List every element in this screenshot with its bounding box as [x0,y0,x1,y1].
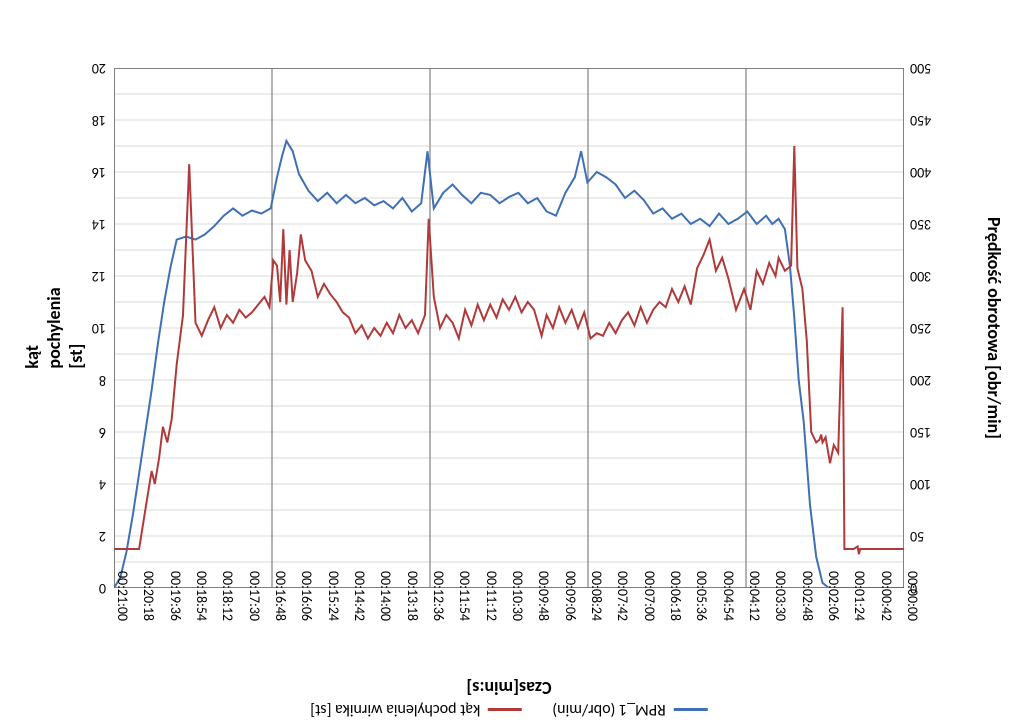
x-tick-label: 00:20:18 [140,571,157,621]
x-tick-label: 00:19:36 [167,571,184,621]
x-tick-label: 00:03:30 [772,571,789,621]
y-right-tick-label: 18 [92,112,106,129]
x-tick-label: 00:10:30 [509,571,526,621]
y-left-tick-label: 250 [910,320,931,337]
y-left-tick-label: 300 [910,268,931,285]
legend: RPM_1 (obr/min) kąt pochylenia wirnika [s… [310,700,708,719]
x-tick-label: 00:18:12 [219,571,236,621]
y-right-tick-label: 12 [92,268,106,285]
x-tick-label: 00:07:00 [641,571,658,621]
y-right-tick-label: 0 [99,580,106,597]
y-right-axis-title: kąt pochylenia [st] [21,287,87,368]
x-tick-label: 00:14:42 [351,571,368,621]
y-right-tick-label: 6 [99,424,106,441]
y-left-tick-label: 0 [910,580,917,597]
x-tick-label: 00:11:12 [483,571,500,621]
y-right-tick-label: 16 [92,164,106,181]
x-tick-label: 00:16:48 [272,571,289,621]
y-right-tick-label: 2 [99,528,106,545]
x-tick-label: 00:08:24 [588,571,605,621]
x-tick-label: 00:06:18 [667,571,684,621]
y-right-tick-label: 14 [92,216,106,233]
legend-item: RPM_1 (obr/min) [552,700,708,719]
legend-swatch [674,708,708,711]
x-tick-label: 00:15:24 [325,571,342,621]
y-left-tick-label: 350 [910,216,931,233]
x-tick-label: 00:17:30 [246,571,263,621]
y-left-tick-label: 200 [910,372,931,389]
y-left-axis-title: Prędkość obrotowa [obr/min] [983,217,1005,439]
y-right-tick-label: 8 [99,372,106,389]
x-tick-label: 00:11:54 [456,571,473,621]
x-tick-label: 00:13:18 [404,571,421,621]
y-right-tick-label: 4 [99,476,106,493]
x-tick-label: 00:01:24 [851,571,868,621]
x-tick-label: 00:02:06 [825,571,842,621]
x-tick-label: 00:16:06 [298,571,315,621]
y-left-tick-label: 150 [910,424,931,441]
x-tick-label: 00:07:42 [614,571,631,621]
x-tick-label: 00:02:48 [799,571,816,621]
x-tick-label: 00:18:54 [193,571,210,621]
legend-label: RPM_1 (obr/min) [552,700,666,719]
x-tick-label: 00:21:00 [114,571,131,621]
y-left-tick-label: 400 [910,164,931,181]
x-tick-label: 00:04:54 [720,571,737,621]
x-tick-label: 00:14:00 [377,571,394,621]
x-tick-label: 00:04:12 [746,571,763,621]
x-tick-label: 00:00:42 [878,571,895,621]
y-right-tick-label: 10 [92,320,106,337]
x-tick-label: 00:09:06 [562,571,579,621]
y-left-tick-label: 450 [910,112,931,129]
legend-label: kąt pochylenia wirnika [st] [310,700,480,719]
legend-swatch [488,708,522,711]
x-tick-label: 00:05:36 [693,571,710,621]
y-left-tick-label: 100 [910,476,931,493]
x-tick-label: 00:09:48 [535,571,552,621]
x-tick-label: 00:12:36 [430,571,447,621]
y-left-tick-label: 50 [910,528,924,545]
y-right-tick-label: 20 [92,60,106,77]
x-axis-title: Czas[min:s] [466,677,551,699]
y-left-tick-label: 500 [910,60,931,77]
legend-item: kąt pochylenia wirnika [st] [310,700,522,719]
chart-plot-area [114,68,904,588]
